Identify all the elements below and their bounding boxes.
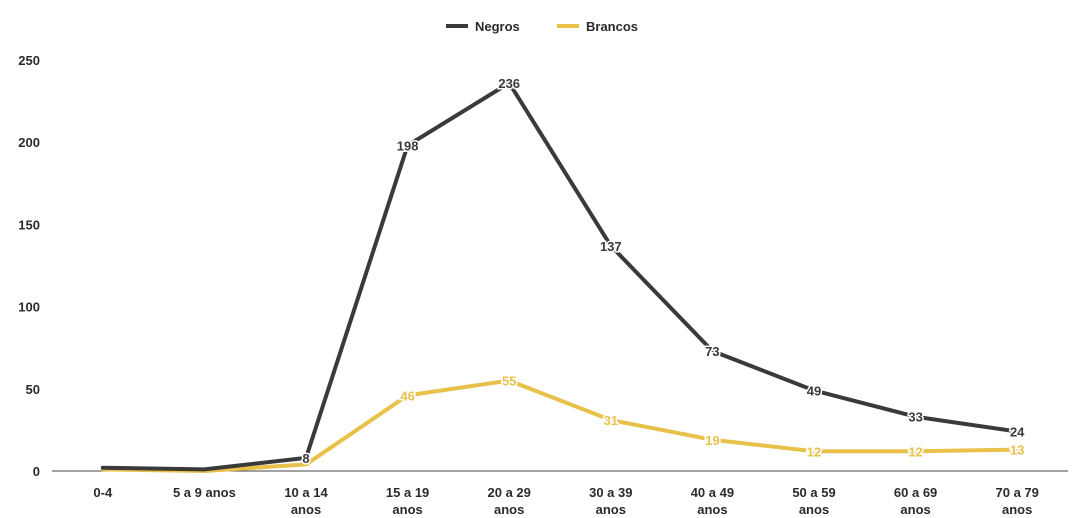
x-tick-label: 50 a 59 anos bbox=[792, 485, 835, 517]
x-tick-label: 40 a 49 anos bbox=[691, 485, 734, 517]
x-tick-label: 15 a 19 anos bbox=[386, 485, 429, 517]
x-tick-label: 20 a 29 anos bbox=[488, 485, 531, 517]
chart-legend: Negros Brancos bbox=[446, 19, 638, 34]
x-axis: 0-4 5 a 9 anos 10 a 14 anos 15 a 19 anos 20 a … bbox=[93, 485, 1038, 517]
data-label-brancos: 12 bbox=[807, 444, 821, 459]
data-label-brancos: 31 bbox=[604, 413, 618, 428]
data-label-negros: 137 bbox=[600, 239, 622, 254]
x-tick-label: 30 a 39 anos bbox=[589, 485, 632, 517]
data-label-negros: 236 bbox=[498, 76, 520, 91]
y-tick-label: 150 bbox=[18, 217, 40, 232]
data-label-negros: 49 bbox=[807, 383, 821, 398]
legend-swatch-brancos bbox=[557, 24, 579, 28]
data-label-negros: 198 bbox=[397, 138, 419, 153]
y-tick-label: 200 bbox=[18, 135, 40, 150]
legend-swatch-negros bbox=[446, 24, 468, 28]
y-tick-label: 0 bbox=[33, 464, 40, 479]
data-labels: 8 198 236 137 73 49 33 24 46 55 31 19 12 12 13 bbox=[301, 75, 1027, 468]
y-tick-label: 50 bbox=[26, 382, 40, 397]
x-tick-label: 70 a 79 anos bbox=[996, 485, 1039, 517]
legend-label-brancos: Brancos bbox=[586, 19, 638, 34]
data-label-brancos: 13 bbox=[1010, 443, 1024, 458]
data-label-brancos: 12 bbox=[908, 444, 922, 459]
y-tick-label: 250 bbox=[18, 53, 40, 68]
series-line-negros bbox=[100, 81, 1020, 472]
x-tick-label: 0-4 bbox=[93, 485, 113, 500]
data-label-brancos: 55 bbox=[502, 374, 516, 389]
y-axis: 0 50 100 150 200 250 bbox=[18, 53, 40, 479]
data-label-negros: 24 bbox=[1010, 425, 1025, 440]
x-tick-label: 60 a 69 anos bbox=[894, 485, 937, 517]
x-tick-label: 10 a 14 anos bbox=[284, 485, 328, 517]
x-tick-label: 5 a 9 anos bbox=[173, 485, 236, 500]
data-label-negros: 33 bbox=[908, 410, 922, 425]
data-label-negros: 73 bbox=[705, 344, 719, 359]
data-label-negros: 8 bbox=[302, 451, 309, 466]
legend-label-negros: Negros bbox=[475, 19, 520, 34]
data-label-brancos: 46 bbox=[400, 388, 414, 403]
series-line-brancos bbox=[100, 378, 1020, 473]
data-label-brancos: 19 bbox=[705, 433, 719, 448]
y-tick-label: 100 bbox=[18, 300, 40, 315]
chart-series bbox=[100, 81, 1020, 473]
